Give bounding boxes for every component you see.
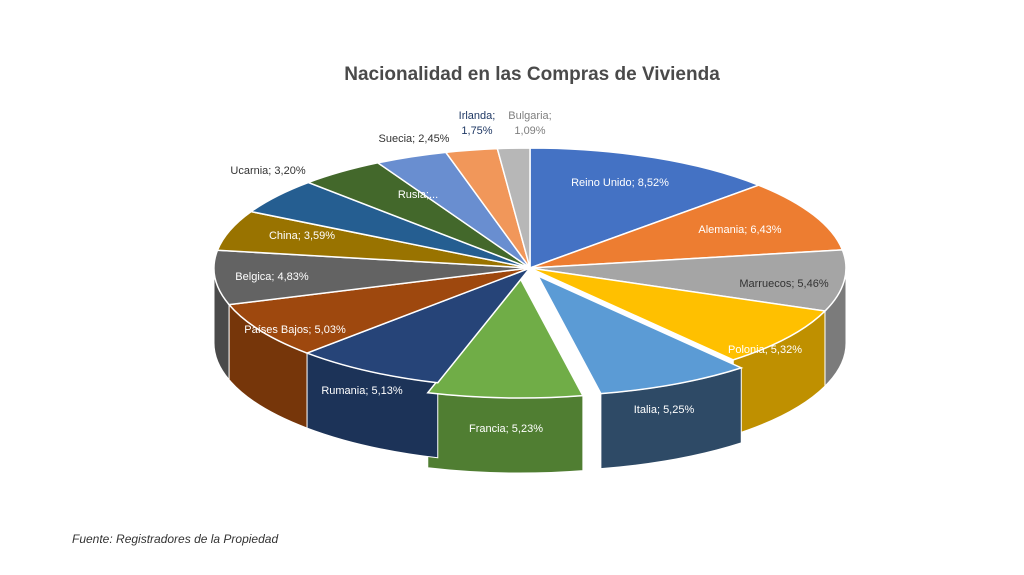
label-suecia: Suecia; 2,45%: [379, 133, 450, 145]
slice-marruecos: [529, 249, 847, 312]
label-marruecos: Marruecos; 5,46%: [739, 278, 828, 290]
label-italia: Italia; 5,25%: [634, 404, 695, 416]
label-bulgaria-name: Bulgaria;: [508, 110, 551, 122]
label-rumania: Rumania; 5,13%: [321, 385, 403, 397]
slice-países-bajos: [227, 267, 531, 354]
label-irlanda-value: 1,75%: [461, 125, 492, 137]
chart-title: Nacionalidad en las Compras de Vivienda: [344, 64, 720, 85]
label-rusia: Rusia;...: [398, 189, 438, 201]
slice-bulgaria: [496, 147, 531, 269]
label-belgica: Belgica; 4,83%: [235, 271, 309, 283]
label-polonia: Polonia; 5,32%: [728, 344, 802, 356]
label-francia: Francia; 5,23%: [469, 423, 543, 435]
slice-alemania: [529, 184, 844, 269]
source-note: Fuente: Registradores de la Propiedad: [72, 532, 279, 546]
label-ucarnia: Ucarnia; 3,20%: [230, 165, 305, 177]
label-china: China; 3,59%: [269, 230, 335, 242]
slice-reino-unido: [529, 147, 761, 270]
slice-polonia: [529, 267, 827, 361]
slice-francia: [426, 276, 585, 399]
pie-tops: [213, 147, 847, 399]
label-países-bajos: Países Bajos; 5,03%: [244, 324, 346, 336]
label-irlanda-name: Irlanda;: [459, 110, 496, 122]
pie-labels: Reino Unido; 8,52% Alemania; 6,43% Marruec…: [230, 110, 828, 435]
pie-sides: [213, 267, 847, 474]
label-bulgaria-value: 1,09%: [514, 125, 545, 137]
label-reino-unido: Reino Unido; 8,52%: [571, 177, 669, 189]
slice-rumania: [304, 266, 533, 384]
label-alemania: Alemania; 6,43%: [698, 224, 781, 236]
slice-italia: [536, 274, 744, 395]
